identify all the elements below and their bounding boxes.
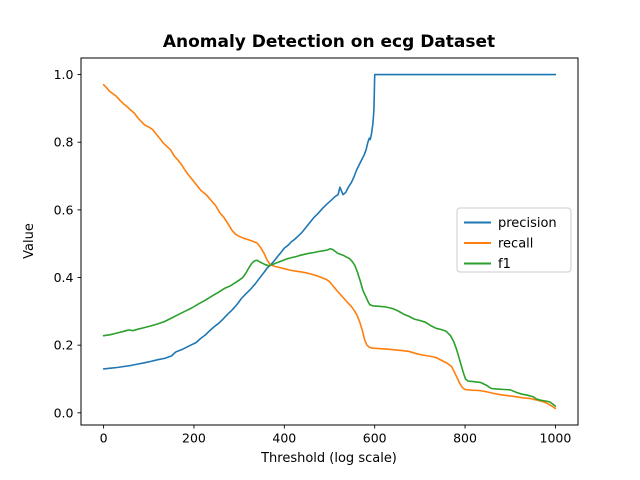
y-tick-label: 0.0 [54, 405, 74, 420]
chart-title: Anomaly Detection on ecg Dataset [163, 32, 495, 52]
f1-line [102, 248, 557, 407]
legend-box [456, 207, 572, 273]
y-tick-label: 0.2 [54, 338, 74, 353]
x-tick-label: 800 [453, 431, 477, 446]
y-tick-label: 0.8 [54, 135, 74, 150]
x-tick-label: 1000 [540, 431, 572, 446]
y-tick-label: 0.6 [54, 202, 74, 217]
y-axis-label: Value [22, 223, 37, 259]
x-axis-ticks: 0 200 400 600 800 1000 [100, 425, 572, 446]
x-tick-label: 600 [363, 431, 387, 446]
axes-spines [80, 57, 579, 426]
precision-line [102, 73, 557, 370]
legend-label-f1: f1 [498, 257, 511, 272]
x-tick-label: 0 [100, 431, 108, 446]
legend-label-recall: recall [498, 237, 533, 252]
y-tick-label: 1.0 [54, 67, 74, 82]
y-tick-label: 0.4 [54, 270, 74, 285]
legend: precision recall f1 [456, 207, 572, 273]
x-tick-label: 200 [182, 431, 206, 446]
y-axis-ticks: 0.0 0.2 0.4 0.6 0.8 1.0 [54, 67, 81, 420]
series-group [102, 73, 557, 410]
x-tick-label: 400 [272, 431, 296, 446]
recall-line [102, 83, 557, 410]
legend-label-precision: precision [498, 216, 557, 231]
x-axis-label: Threshold (log scale) [260, 451, 397, 466]
